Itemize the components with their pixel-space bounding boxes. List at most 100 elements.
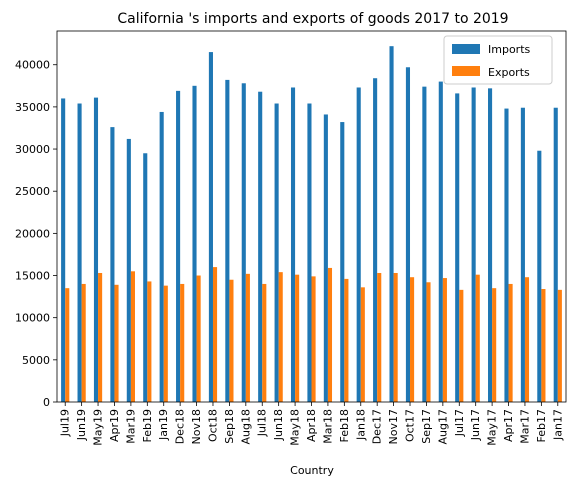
bar-imports-jan19 [159, 111, 164, 402]
bar-imports-nov18 [192, 85, 197, 402]
x-tick-label: Jun17 [469, 409, 482, 441]
bar-exports-dec18 [180, 283, 185, 402]
bar-imports-sep17 [422, 86, 427, 403]
bar-exports-jun19 [81, 283, 86, 402]
x-tick-label: May17 [486, 409, 499, 446]
bar-imports-oct17 [405, 67, 411, 402]
x-tick-label: Jan18 [354, 409, 367, 441]
bar-exports-mar19 [130, 271, 135, 402]
y-axis: 0 5000 10000 15000 20000 25000 30000 35000 40000 [15, 59, 57, 409]
bar-exports-nov17 [393, 272, 398, 402]
bar-imports-apr17 [504, 108, 509, 402]
y-tick-label: 15000 [15, 270, 50, 283]
x-tick-label: Dec18 [174, 409, 187, 444]
x-tick-label: Oct17 [404, 409, 417, 442]
x-axis: Jul19 Jun19 May19 Apr19 Mar19 Feb19 Jan19 Dec18… [59, 402, 564, 446]
y-tick-label: 0 [43, 396, 50, 409]
bar-exports-jul19 [65, 288, 70, 402]
bar-exports-jan19 [163, 285, 168, 402]
legend-swatch-exports [452, 66, 480, 76]
bar-exports-jul17 [459, 289, 464, 402]
bar-exports-may18 [295, 274, 300, 402]
bar-imports-mar19 [126, 138, 131, 402]
bar-imports-jul18 [258, 91, 263, 403]
x-tick-label: Aug18 [239, 409, 252, 444]
bar-exports-mar17 [524, 277, 530, 402]
bar-exports-jul18 [262, 283, 267, 402]
bar-exports-oct18 [212, 267, 218, 402]
chart-title: California 's imports and exports of goo… [117, 11, 508, 27]
bar-imports-jun17 [471, 87, 476, 403]
bar-exports-feb18 [344, 278, 349, 402]
bar-exports-apr17 [508, 283, 513, 402]
x-tick-label: Apr18 [305, 409, 318, 442]
x-tick-label: Dec17 [371, 409, 384, 444]
bar-exports-oct17 [410, 277, 415, 402]
x-tick-label: Apr17 [502, 409, 515, 442]
bar-imports-apr18 [307, 103, 312, 402]
bar-imports-feb17 [537, 150, 542, 402]
bar-imports-mar17 [520, 107, 525, 402]
bar-exports-may17 [492, 288, 497, 402]
bar-exports-nov18 [196, 275, 201, 402]
x-tick-label: Apr19 [108, 409, 121, 442]
bar-exports-sep17 [426, 282, 431, 402]
bar-imports-nov17 [389, 46, 394, 403]
bar-imports-jun19 [77, 103, 82, 402]
bar-exports-aug18 [245, 273, 250, 402]
bar-imports-jan17 [553, 107, 558, 402]
bar-imports-mar18 [323, 114, 328, 402]
y-tick-label: 20000 [15, 227, 50, 240]
bar-exports-may19 [98, 272, 103, 402]
bar-imports-aug18 [241, 83, 246, 402]
x-tick-label: Mar17 [518, 409, 531, 444]
bar-exports-jun18 [278, 272, 283, 402]
x-tick-label: Feb18 [338, 409, 351, 442]
x-tick-label: May18 [289, 409, 302, 446]
y-tick-label: 35000 [15, 101, 50, 114]
bar-exports-mar18 [327, 267, 333, 402]
bar-exports-jun17 [475, 274, 480, 402]
x-tick-label: Jul19 [59, 409, 72, 437]
bar-imports-sep18 [225, 79, 230, 403]
bar-exports-jan18 [360, 287, 365, 402]
bar-imports-dec17 [373, 78, 378, 402]
bar-exports-aug17 [442, 278, 447, 402]
legend: Imports Exports [443, 35, 553, 85]
x-tick-label: Jan19 [157, 409, 170, 441]
bar-imports-jun18 [274, 103, 279, 402]
y-tick-label: 25000 [15, 185, 50, 198]
bar-imports-dec18 [176, 90, 181, 403]
bar-exports-apr18 [311, 276, 316, 402]
bar-imports-feb18 [340, 122, 345, 402]
x-tick-label: Jan17 [551, 409, 564, 441]
y-tick-label: 30000 [15, 143, 50, 156]
bar-imports-may17 [488, 88, 493, 402]
y-tick-label: 10000 [15, 312, 50, 325]
bar-imports-oct18 [208, 52, 213, 402]
x-tick-label: Feb19 [141, 409, 154, 442]
legend-label-exports: Exports [488, 66, 530, 79]
x-tick-label: Jun18 [272, 409, 285, 441]
legend-label-imports: Imports [488, 43, 531, 56]
x-tick-label: Oct18 [206, 409, 219, 442]
x-tick-label: Feb17 [535, 409, 548, 442]
bar-exports-apr19 [114, 284, 119, 402]
y-tick-label: 40000 [15, 59, 50, 72]
bar-imports-may19 [93, 97, 99, 403]
bar-exports-feb19 [147, 281, 152, 402]
x-tick-label: Sep17 [420, 409, 433, 444]
y-tick-label: 5000 [22, 354, 50, 367]
x-tick-label: Aug17 [436, 409, 449, 444]
bar-imports-feb19 [143, 153, 148, 402]
bar-exports-sep18 [229, 279, 234, 402]
plot-area [56, 30, 567, 403]
x-tick-label: Jun19 [75, 409, 88, 441]
x-tick-label: Mar19 [124, 409, 137, 444]
bar-imports-aug17 [438, 81, 443, 402]
x-axis-label: Country [290, 464, 334, 477]
x-tick-label: Nov18 [190, 409, 203, 444]
bar-imports-may18 [290, 87, 296, 403]
x-tick-label: May19 [92, 409, 105, 446]
